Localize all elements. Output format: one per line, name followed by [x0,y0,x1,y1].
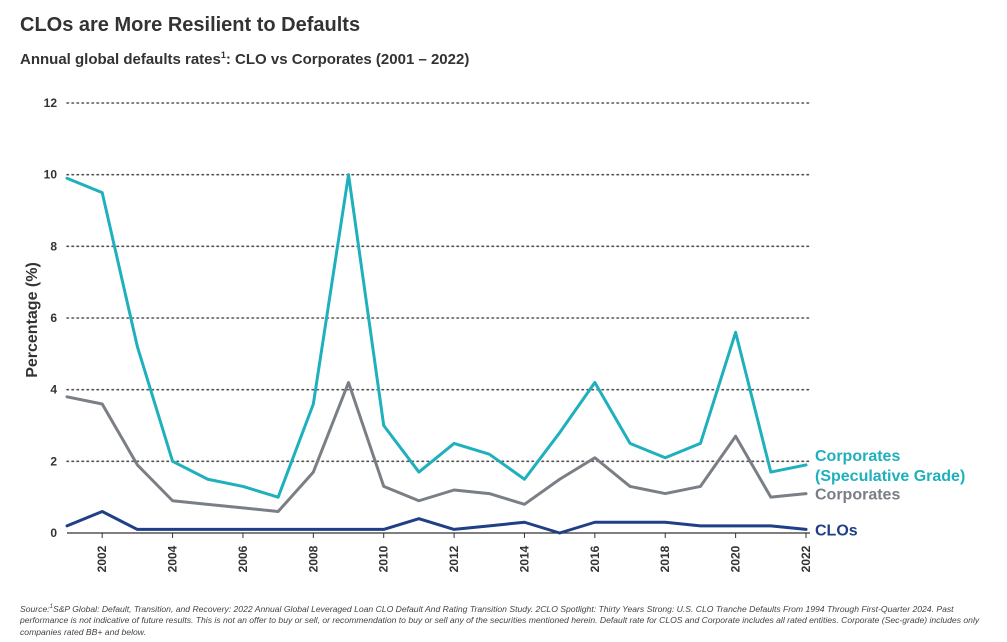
gridlines [66,102,811,534]
source-text: S&P Global: Default, Transition, and Rec… [20,603,980,637]
series-label-0: Corporates (Speculative Grade) [815,448,965,485]
y-tick-label: 8 [50,239,57,253]
series-label-line: CLOs [815,522,858,539]
series-label-1: Corporates [815,487,900,504]
source-footnote: Source:1S&P Global: Default, Transition,… [20,602,980,638]
series-line-2 [65,510,808,535]
series-lines [65,173,808,535]
y-axis-label: Percentage (%) [24,262,41,378]
series-label-2: CLOs [815,522,858,539]
x-tick-label: 2002 [95,545,109,572]
x-tick-label: 2010 [377,545,391,572]
subtitle-footnote-marker: 1 [220,50,226,60]
y-tick-label: 2 [50,454,57,468]
series-label-line: Corporates [815,487,900,504]
y-tick-label: 10 [44,168,58,182]
chart-title: CLOs are More Resilient to Defaults [20,14,361,36]
x-tick-label: 2018 [658,545,672,572]
y-tick-label: 12 [44,96,58,110]
series-line-0 [65,173,808,499]
x-tick-label: 2014 [517,545,531,572]
x-tick-label: 2006 [236,545,250,572]
y-tick-label: 0 [50,526,57,540]
series-line-1 [65,381,808,513]
x-tick-label: 2004 [166,545,180,572]
source-footnote-marker: 1 [49,604,53,610]
series-label-line: (Speculative Grade) [815,468,965,485]
subtitle-suffix: : CLO vs Corporates (2001 – 2022) [225,51,470,68]
x-tick-label: 2012 [447,545,461,572]
y-tick-label: 6 [50,311,57,325]
x-axis-ticks: 2002 2004 2006 2008 2010 2012 2014 2016 2018 2020… [95,533,813,572]
x-tick-label: 2020 [729,545,743,572]
series-label-line: Corporates [815,448,900,465]
x-tick-label: 2022 [799,545,813,572]
chart-subtitle: Annual global defaults rates1: CLO vs Co… [20,50,469,68]
series-labels: Corporates (Speculative Grade)CorporatesC… [815,448,965,540]
y-tick-label: 4 [50,383,57,397]
subtitle-text: Annual global defaults rates [20,51,221,68]
y-axis-ticks: 0 2 4 6 8 10 12 [44,96,58,540]
x-tick-label: 2008 [306,545,320,572]
x-tick-label: 2016 [588,545,602,572]
source-prefix: Source: [20,603,50,614]
